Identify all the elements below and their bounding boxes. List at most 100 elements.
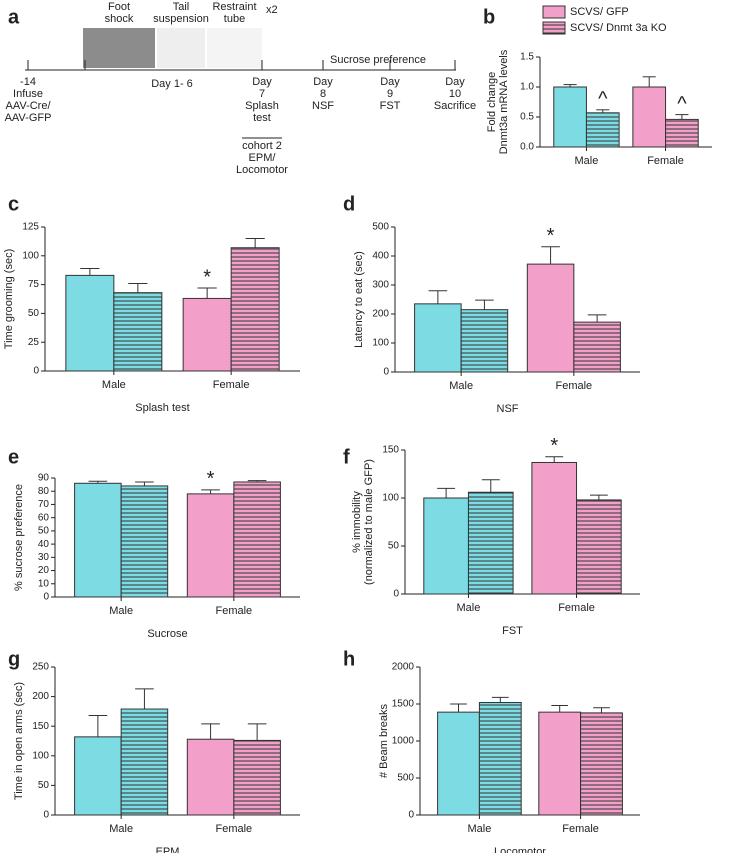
significance-marker: * [547,225,555,247]
panel-label: e [8,446,19,468]
repeat-label: x2 [266,4,278,16]
bar [553,86,587,148]
x-axis-label: NSF [497,403,519,415]
error-bar [247,480,267,482]
x-tick-label: Female [556,380,593,392]
significance-marker: ^ [598,88,608,110]
x-tick-label: Female [213,379,250,391]
x-tick-label: Female [216,605,253,617]
bar [531,461,578,595]
panel-label: h [343,648,355,670]
period-label: Day 1- 6 [151,78,193,90]
y-axis-label: % immobility [351,491,363,553]
y-tick-label: 50 [28,308,40,319]
bar [182,297,232,372]
bar [74,482,122,598]
error-bar [587,314,607,323]
error-bar [428,290,448,304]
y-tick-label: 50 [388,541,400,552]
event-label: NSF [312,100,334,112]
bar [573,321,621,373]
y-tick-label: 300 [372,280,389,291]
y-tick-label: 150 [32,721,49,732]
error-bar [475,299,494,310]
photo-caption: Restraint [212,1,256,13]
bar [632,86,667,148]
significance-marker: * [550,435,558,457]
error-bar [88,480,108,484]
y-tick-label: 0 [383,367,389,378]
x-axis-label: Sucrose [147,628,187,640]
photo [157,28,205,68]
bar [65,274,115,372]
error-bar [545,456,564,463]
y-tick-label: 0.5 [520,112,534,123]
bar [460,309,509,373]
y-tick-label: 1000 [392,736,415,747]
x-axis-label: FST [502,625,523,637]
y-tick-label: 125 [22,222,39,233]
event-label: Day [445,76,465,88]
legend-swatch [542,21,566,35]
y-tick-label: 70 [38,499,50,510]
bar [423,497,469,595]
y-tick-label: 50 [38,526,50,537]
x-tick-label: Female [562,823,599,835]
y-tick-label: 250 [32,662,49,673]
bar [665,118,699,148]
legend-swatch [542,5,566,19]
y-tick-label: 500 [372,222,389,233]
y-tick-label: 100 [22,250,39,261]
y-tick-label: 80 [38,486,50,497]
legend-label: SCVS/ Dnmt 3a KO [570,22,667,34]
error-bar [563,84,577,87]
significance-marker: * [207,468,215,490]
y-axis-label: % sucrose preference [13,484,25,591]
error-bar [491,696,509,703]
error-bar [589,494,608,500]
bar [186,738,235,816]
x-tick-label: Male [449,380,473,392]
y-axis-label: Fold change [486,72,498,133]
panel-label: g [8,648,20,670]
cohort-label: Locomotor [236,164,288,176]
y-tick-label: 150 [382,445,399,456]
error-bar [642,76,656,87]
event-label: 9 [387,88,393,100]
event-label: 8 [320,88,326,100]
event-label: Sacrifice [434,100,476,112]
x-tick-label: Male [102,379,126,391]
y-tick-label: 200 [32,691,49,702]
x-tick-label: Male [457,602,481,614]
y-tick-label: 400 [372,251,389,262]
error-bar [128,282,148,293]
x-tick-label: Female [647,155,684,167]
y-tick-label: 0 [43,592,49,603]
bar [186,493,235,598]
event-label: 10 [449,88,461,100]
error-bar [245,238,265,248]
error-bar [596,109,610,113]
bar [120,708,169,816]
y-tick-label: 1.0 [520,82,534,93]
error-bar [551,704,569,713]
photo [207,28,262,68]
y-axis-label: Dnmt3a mRNA levels [498,49,510,154]
bar [74,736,122,816]
x-tick-label: Male [467,823,491,835]
y-tick-label: 0 [33,366,39,377]
y-axis-label: # Beam breaks [378,704,390,778]
y-tick-label: 100 [382,493,399,504]
error-bar [135,481,154,486]
y-tick-label: 40 [38,539,50,550]
bar [233,481,281,598]
event-label: FST [380,100,401,112]
y-tick-label: 90 [38,473,50,484]
photo-caption: Foot [108,1,130,13]
bar [113,292,163,372]
bar [576,499,622,595]
photo-caption: suspension [153,13,209,25]
error-bar [675,114,689,120]
photo-caption: shock [105,13,134,25]
